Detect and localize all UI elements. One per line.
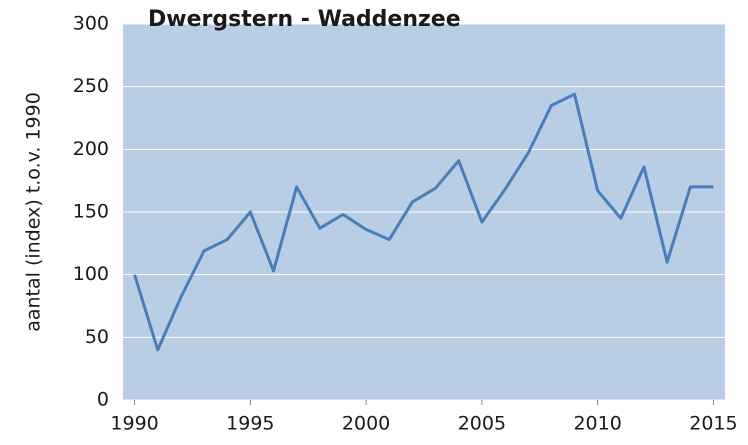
data-line — [133, 92, 714, 352]
x-tick-label: 2010 — [573, 413, 621, 435]
x-tick-label: 2005 — [458, 413, 506, 435]
y-tick-label: 150 — [73, 201, 109, 223]
y-tick-label: 300 — [73, 13, 109, 35]
y-tick-label: 200 — [73, 138, 109, 160]
y-tick-label: 0 — [97, 389, 109, 411]
y-tick-label: 100 — [73, 263, 109, 285]
y-axis-label: aantal (index) t.o.v. 1990 — [23, 92, 45, 332]
x-tick-label: 2000 — [342, 413, 390, 435]
y-tick-label: 50 — [85, 326, 109, 348]
x-tick-label: 1990 — [110, 413, 158, 435]
y-tick-label: 250 — [73, 75, 109, 97]
x-tick-label: 1995 — [226, 413, 274, 435]
chart-title: Dwergstern - Waddenzee — [148, 7, 461, 32]
x-tick-label: 2015 — [689, 413, 737, 435]
